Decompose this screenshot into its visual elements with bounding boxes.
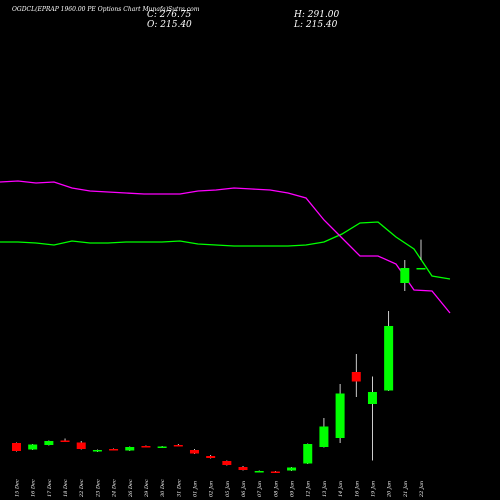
candle [222,460,232,466]
candle [319,418,329,448]
x-tick-label: 23 Dec [95,479,101,498]
candle [125,446,135,451]
candle-body [141,446,151,448]
candle-body [125,447,135,451]
candle-body [384,326,394,391]
candle [238,466,248,471]
candle-body [92,450,102,452]
candle [416,239,426,270]
x-tick-label: 05 Jan [225,481,231,497]
x-tick-label: 22 Jan [419,481,425,498]
candle-body [287,467,297,471]
candle-body [367,392,377,404]
candle [76,441,86,450]
candle-body [12,443,21,451]
open-value: 215.40 [160,20,192,30]
candle-body [254,471,264,473]
x-tick-label: 09 Jan [290,481,296,497]
candle-body [351,372,361,382]
candle-body [173,445,183,447]
chart-title: OGDCL(EPRAP 1960.00 PE Options Chart Mun… [12,6,200,13]
candle-body [60,440,70,442]
candle [109,448,119,451]
low-readout: L: 215.40 [294,20,337,30]
candle [206,455,216,459]
green-indicator-line [0,221,451,280]
candle [141,445,151,448]
open-readout: O: 215.40 [147,20,192,30]
magenta-indicator-line [0,180,451,314]
x-tick-label: 24 Dec [112,479,118,498]
x-tick-label: 20 Jan [387,481,393,498]
x-tick-label: 19 Jan [370,481,376,497]
candle-body [335,393,345,438]
candle [28,444,38,450]
candle-body [222,461,232,465]
open-label: O: [147,20,158,30]
candle-body [157,446,167,448]
x-tick-label: 16 Jan [354,481,360,497]
candle [44,440,54,446]
x-tick-label: 17 Dec [47,479,53,497]
candle-body [76,442,86,449]
x-tick-label: 29 Dec [144,479,150,498]
candle [335,384,345,443]
candle [270,471,280,473]
low-label: L: [294,20,304,30]
candle-body [416,268,426,270]
candle [173,444,183,447]
candle [12,442,21,452]
candle-body [238,467,248,470]
candle-body [400,268,410,283]
x-tick-label: 12 Jan [306,481,312,497]
x-tick-label: 30 Dec [160,479,166,497]
candle-body [303,444,313,464]
close-label: C: [147,10,157,20]
candle [254,470,264,473]
high-readout: H: 291.00 [294,10,339,20]
candle-body [270,471,280,473]
x-tick-label: 07 Jan [257,481,263,497]
x-tick-label: 01 Jan [192,481,198,497]
candle [367,376,377,461]
low-value: 215.40 [305,20,338,30]
candle [400,260,410,291]
candle-body [319,426,329,447]
candle [384,311,394,391]
x-tick-label: 15 Dec [15,479,21,497]
candle [189,449,199,454]
candle-body [189,450,199,454]
x-tick-label: 22 Dec [79,479,85,498]
x-tick-label: 21 Jan [403,481,409,498]
high-value: 291.00 [307,10,340,20]
indicator-lines [0,180,451,314]
candle-body [109,449,119,451]
x-tick-label: 18 Dec [63,479,69,497]
candle [60,438,70,442]
candle [287,467,297,471]
candle [92,449,102,452]
x-tick-label: 13 Jan [322,481,328,497]
x-tick-label: 26 Dec [128,479,134,498]
candle [351,354,361,397]
candle-body [206,456,216,458]
candle [303,443,313,464]
x-tick-label: 08 Jan [273,481,279,497]
x-tick-label: 14 Jan [338,481,344,497]
candle-body [44,441,54,445]
candles [12,239,426,473]
x-tick-label: 16 Dec [31,479,37,497]
x-axis-ticks: 15 Dec 16 Dec 17 Dec 18 Dec 22 Dec 23 Dec 24 D… [15,479,426,498]
candle [157,446,167,448]
close-readout: C: 276.75 [147,10,191,20]
candle-body [28,444,38,450]
high-label: H: [294,10,305,20]
x-tick-label: 31 Dec [176,479,182,497]
close-value: 276.75 [159,10,192,20]
x-tick-label: 02 Jan [209,481,215,497]
x-tick-label: 06 Jan [241,481,247,497]
